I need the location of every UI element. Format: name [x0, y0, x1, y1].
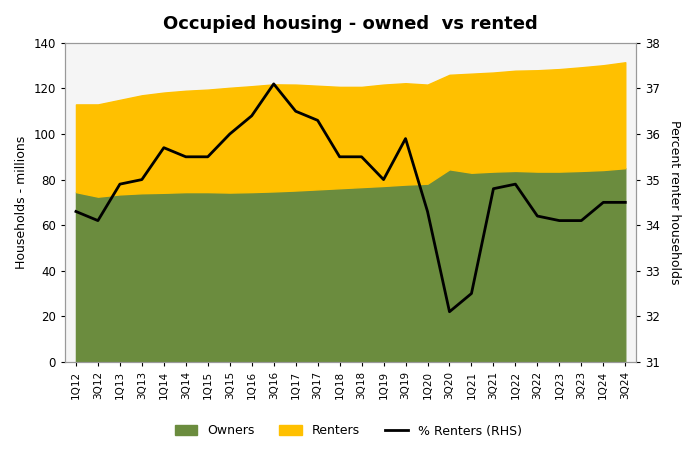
Legend: Owners, Renters, % Renters (RHS): Owners, Renters, % Renters (RHS) — [168, 418, 528, 444]
Y-axis label: Households - millions: Households - millions — [15, 136, 28, 269]
Y-axis label: Percent renter households: Percent renter households — [668, 120, 681, 284]
Title: Occupied housing - owned  vs rented: Occupied housing - owned vs rented — [164, 15, 538, 33]
